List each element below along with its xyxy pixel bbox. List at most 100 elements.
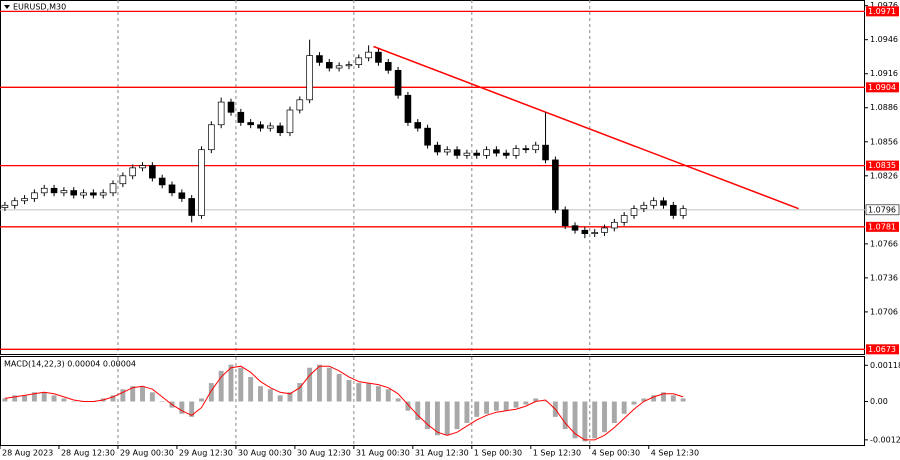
y-tick-label: 0.00118	[870, 361, 900, 370]
candle-body	[267, 125, 274, 129]
x-tick-label: 31 Aug 00:30	[356, 449, 410, 458]
y-tick-label: 1.0976	[870, 1, 898, 10]
y-tick-label: 1.0856	[870, 137, 898, 146]
candle-body	[11, 200, 19, 206]
candle-body	[257, 124, 264, 129]
macd-bar	[415, 401, 421, 420]
candle-body	[198, 149, 205, 216]
symbol-menu-arrow[interactable]	[4, 5, 10, 9]
macd-bar	[140, 386, 145, 402]
candle-body	[355, 57, 363, 65]
y-tick-label: 1.0916	[870, 69, 898, 78]
macd-bar	[503, 401, 509, 411]
x-tick-label: 30 Aug 00:30	[238, 449, 292, 458]
macd-bar	[248, 376, 254, 402]
macd-bar	[149, 392, 155, 402]
x-tick-label: 4 Sep 00:30	[592, 449, 640, 458]
candle-body	[424, 127, 431, 146]
candle-body	[394, 69, 402, 96]
macd-bar	[602, 401, 607, 433]
candle-body	[80, 192, 87, 196]
macd-bar	[474, 401, 480, 417]
candle-body	[70, 190, 78, 196]
macd-bar	[238, 367, 244, 402]
macd-bar	[199, 398, 204, 402]
macd-bar	[189, 401, 195, 417]
macd-bar	[346, 380, 352, 402]
candle-body	[109, 183, 117, 194]
level-price-label: 1.0835	[868, 161, 896, 170]
macd-bar	[513, 401, 519, 408]
level-price-label: 1.0971	[868, 7, 896, 16]
macd-bar	[41, 392, 47, 402]
x-tick-label: 29 Aug 12:30	[179, 449, 233, 458]
macd-label: MACD(14,22,3) 0.00004 0.00004	[4, 360, 136, 369]
candle-body	[522, 148, 530, 151]
level-price-box	[866, 6, 899, 17]
candle-body	[90, 192, 97, 196]
macd-bar	[130, 386, 136, 402]
candle-body	[286, 109, 294, 134]
macd-bar	[454, 401, 460, 430]
candle-body	[571, 225, 579, 231]
candle-body	[335, 65, 343, 69]
y-tick-label: 1.0826	[870, 171, 898, 180]
macd-bar	[543, 401, 548, 402]
macd-bar	[277, 395, 283, 402]
macd-bar	[493, 401, 499, 411]
level-price-label: 1.0904	[868, 83, 896, 92]
macd-signal-line	[4, 365, 684, 441]
candle-body	[158, 177, 166, 186]
candle-body	[345, 64, 353, 67]
candle-body	[325, 62, 333, 69]
macd-bar	[523, 401, 529, 405]
candle-body	[99, 192, 107, 196]
macd-bar	[395, 398, 401, 402]
macd-bar	[218, 370, 224, 402]
candle-body	[640, 204, 648, 210]
candle-body	[483, 149, 490, 156]
macd-bar	[326, 367, 332, 402]
macd-bar	[592, 401, 598, 439]
candle-body	[443, 149, 451, 153]
macd-bar	[631, 401, 637, 405]
macd-bar	[425, 401, 431, 430]
candle-body	[40, 187, 48, 194]
macd-bar	[307, 367, 313, 402]
candle-body	[129, 167, 136, 177]
candle-body	[404, 94, 412, 123]
candle-body	[306, 55, 313, 101]
macd-bar	[120, 389, 126, 402]
macd-bar	[670, 395, 676, 402]
candle-body	[188, 198, 195, 216]
last-price-label: 1.0796	[868, 205, 896, 214]
candle-body	[296, 99, 304, 111]
macd-bar	[661, 392, 666, 402]
macd-bar	[366, 383, 372, 402]
x-tick-label: 30 Aug 12:30	[297, 449, 351, 458]
candle-body	[316, 55, 323, 63]
candle-body	[31, 192, 38, 199]
macd-bar	[385, 389, 391, 402]
x-tick-label: 28 Aug 2023	[2, 449, 53, 458]
candle-body	[60, 190, 68, 194]
x-tick-label: 1 Sep 12:30	[533, 449, 581, 458]
level-price-label: 1.0673	[868, 345, 896, 354]
level-price-label: 1.0781	[868, 222, 896, 231]
macd-bar	[356, 383, 362, 402]
trendline	[373, 45, 799, 210]
macd-bar	[208, 383, 214, 402]
macd-bar	[297, 383, 303, 402]
y-tick-label: -0.00125	[870, 435, 900, 444]
y-tick-label: 1.0946	[870, 35, 898, 44]
macd-bar	[375, 386, 381, 402]
macd-bar	[71, 401, 77, 402]
x-tick-label: 29 Aug 00:30	[120, 449, 174, 458]
macd-bar	[484, 401, 490, 414]
candle-body	[21, 198, 28, 202]
macd-bar	[258, 386, 263, 402]
candle-body	[630, 208, 638, 216]
